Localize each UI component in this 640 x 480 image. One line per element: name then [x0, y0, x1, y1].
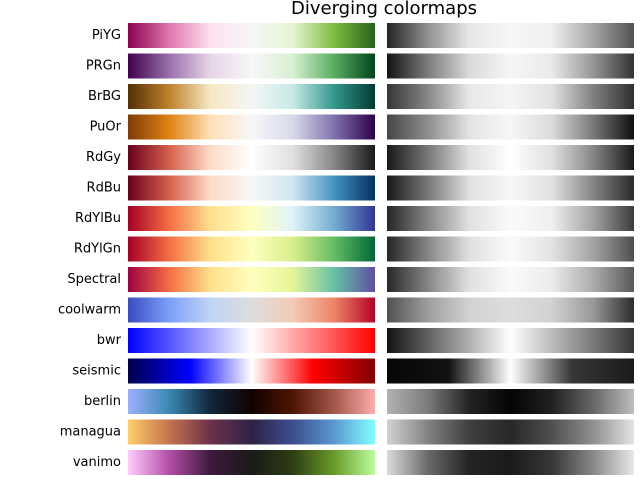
colormap-bar: [128, 53, 375, 79]
colormap-name: berlin: [84, 394, 121, 409]
colormap-bar: [128, 297, 375, 323]
grayscale-bar: [387, 145, 634, 170]
colormap-bar: [128, 450, 375, 475]
colormap-bar: [128, 236, 375, 262]
colormap-bar: [128, 358, 375, 384]
colormap-name: RdBu: [87, 181, 121, 196]
grayscale-bar: [387, 389, 634, 414]
colormap-bar: [128, 175, 375, 201]
colormap-name: Spectral: [67, 272, 121, 287]
grayscale-bar: [387, 267, 634, 292]
colormap-name: RdYlBu: [75, 211, 121, 226]
colormap-name: coolwarm: [58, 303, 121, 318]
grayscale-bar: [387, 206, 634, 231]
grayscale-bar: [387, 53, 634, 79]
grayscale-bar: [387, 23, 634, 48]
colormap-name: RdGy: [86, 150, 121, 165]
colormap-name: vanimo: [73, 455, 121, 470]
grayscale-bar: [387, 114, 634, 140]
colormap-name: PuOr: [90, 120, 122, 135]
colormap-bar: [128, 389, 375, 414]
colormap-name: PiYG: [92, 28, 121, 43]
colormap-bar: [128, 206, 375, 231]
grayscale-bar: [387, 419, 634, 445]
grayscale-bar: [387, 84, 634, 109]
grayscale-bar: [387, 358, 634, 384]
colormap-bar: [128, 419, 375, 445]
grayscale-bar: [387, 236, 634, 262]
colormap-bar: [128, 114, 375, 140]
figure-title: Diverging colormaps: [291, 0, 477, 19]
colormap-bar: [128, 145, 375, 170]
colormap-name: PRGn: [86, 59, 121, 74]
colormap-name: seismic: [72, 364, 121, 379]
colormap-bar: [128, 84, 375, 109]
grayscale-bar: [387, 175, 634, 201]
grayscale-bar: [387, 328, 634, 353]
colormap-bar: [128, 328, 375, 353]
grayscale-bar: [387, 297, 634, 323]
colormap-name: BrBG: [88, 89, 121, 104]
grayscale-bar: [387, 450, 634, 475]
colormap-name: RdYlGn: [74, 242, 121, 257]
colormap-name: bwr: [97, 333, 122, 348]
colormap-name: managua: [60, 425, 121, 440]
colormap-bar: [128, 23, 375, 48]
colormap-bar: [128, 267, 375, 292]
